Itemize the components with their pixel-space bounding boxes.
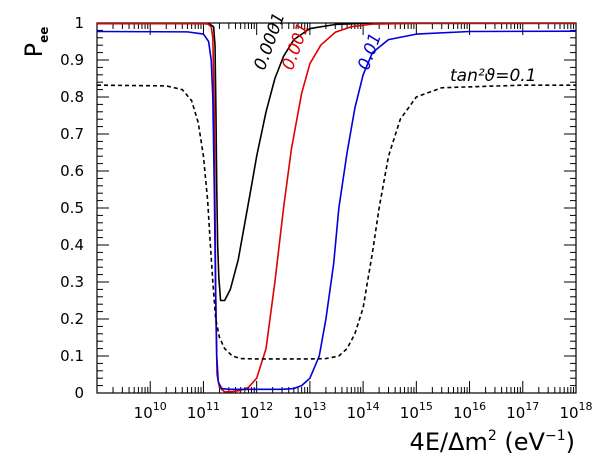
- x-tick-label: 1011: [187, 400, 220, 422]
- series-line-2: [97, 30, 576, 391]
- x-tick-label: 1015: [400, 400, 433, 422]
- y-tick-label: 0.8: [60, 88, 84, 106]
- y-tick-label: 0: [74, 384, 84, 402]
- svg-text:Pee: Pee: [20, 27, 51, 58]
- x-tick-label: 1012: [240, 400, 273, 422]
- y-tick-label: 0.3: [60, 273, 84, 291]
- series-line-1: [97, 23, 576, 393]
- y-axis-title-sub: ee: [37, 27, 51, 43]
- curve-label-2: 0.01: [354, 30, 386, 72]
- x-axis-title: 4E/Δm2 (eV−1): [410, 428, 575, 456]
- y-axis: 0 0.1 0.2 0.3 0.4 0.5 0.6 0.7 0.8 0.9 1: [60, 14, 576, 402]
- y-tick-label: 0.6: [60, 162, 84, 180]
- y-tick-label: 0.7: [60, 125, 84, 143]
- y-tick-label: 0.1: [60, 347, 84, 365]
- x-tick-label: 1018: [559, 400, 592, 422]
- x-axis-title-mid: (eV: [497, 428, 546, 456]
- x-axis: 1010 1011 1012 1013 1014 1015 1016 1017 1018: [96, 23, 593, 422]
- x-tick-label: 1013: [293, 400, 326, 422]
- x-axis-title-sup2: −1: [545, 428, 566, 444]
- x-axis-title-sup1: 2: [488, 428, 497, 444]
- y-tick-label: 0.2: [60, 310, 84, 328]
- y-tick-label: 0.5: [60, 199, 84, 217]
- x-tick-label: 1010: [134, 400, 167, 422]
- x-axis-title-main: 4E/Δm: [410, 428, 488, 456]
- series-line-0: [97, 23, 576, 302]
- y-tick-label: 1: [74, 14, 84, 32]
- y-tick-label: 0.9: [60, 51, 84, 69]
- annotation-label: tan²ϑ=0.1: [450, 66, 536, 86]
- series-line-3: [97, 84, 576, 360]
- series-layer: [97, 23, 576, 393]
- x-tick-label: 1017: [506, 400, 539, 422]
- x-tick-label: 1014: [347, 400, 380, 422]
- y-axis-title: Pee: [20, 27, 51, 58]
- y-axis-title-main: P: [20, 43, 48, 57]
- y-tick-label: 0.4: [60, 236, 84, 254]
- x-axis-title-end: ): [566, 428, 575, 456]
- x-tick-label: 1016: [453, 400, 486, 422]
